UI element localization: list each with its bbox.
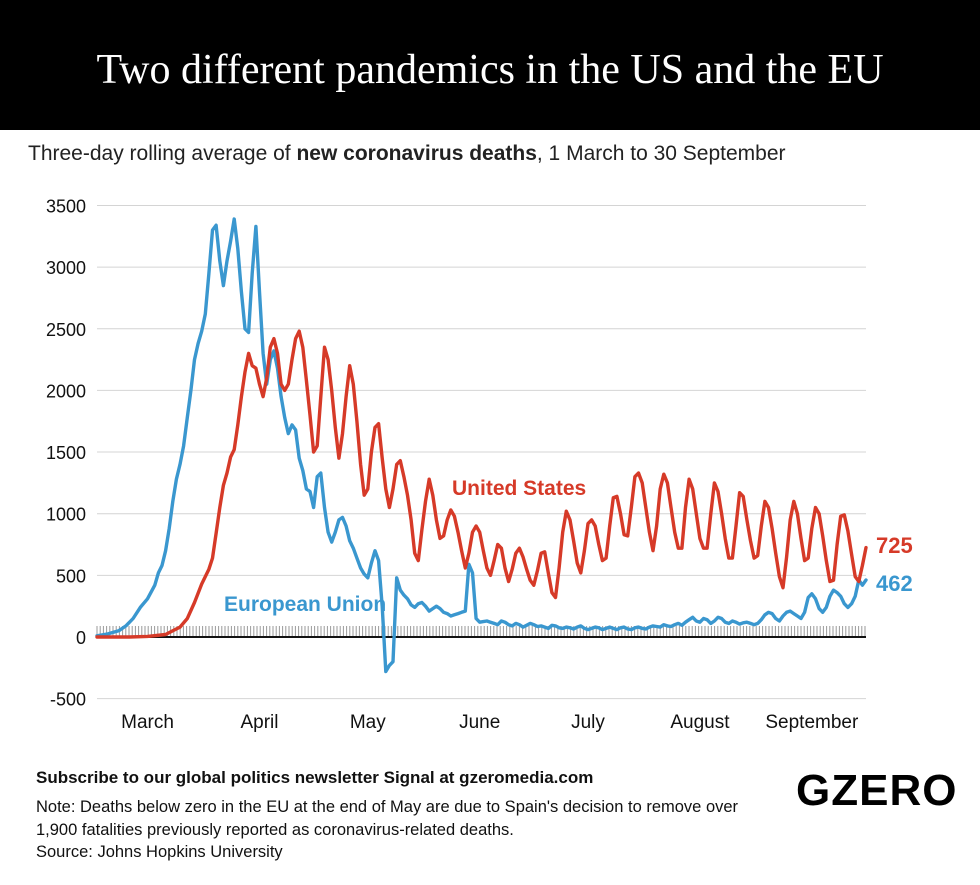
x-tick-label: September bbox=[765, 712, 859, 733]
y-tick-label: 3500 bbox=[46, 196, 86, 216]
header-bar: Two different pandemics in the US and th… bbox=[0, 0, 980, 130]
x-tick-label: July bbox=[571, 712, 605, 733]
y-tick-label: -500 bbox=[50, 690, 86, 710]
zero-line-layer bbox=[96, 626, 866, 638]
series-line-european-union bbox=[95, 217, 868, 674]
series-layer bbox=[95, 217, 868, 674]
source-text: Source: Johns Hopkins University bbox=[36, 843, 283, 861]
annotation-european-union: European Union bbox=[224, 593, 386, 616]
page-title: Two different pandemics in the US and th… bbox=[96, 47, 884, 93]
end-label-us: 725 bbox=[876, 533, 913, 558]
x-tick-label: June bbox=[459, 712, 500, 733]
x-tick-label: March bbox=[121, 712, 174, 733]
grid-layer bbox=[97, 204, 866, 700]
y-tick-label: 2500 bbox=[46, 320, 86, 340]
subtitle-bold: new coronavirus deaths bbox=[296, 142, 537, 165]
y-tick-label: 1500 bbox=[46, 443, 86, 463]
annotation-united-states: United States bbox=[452, 477, 586, 500]
gzero-logo: GZERO bbox=[796, 766, 958, 815]
y-tick-label: 0 bbox=[76, 628, 86, 648]
y-tick-label: 500 bbox=[56, 566, 86, 586]
y-tick-label: 3000 bbox=[46, 258, 86, 278]
x-tick-labels: March April May June July August September bbox=[121, 712, 859, 733]
subtitle-suffix: , 1 March to 30 September bbox=[536, 142, 786, 165]
newsletter-signal-text: Subscribe to our global politics newslet… bbox=[36, 768, 594, 787]
x-tick-label: April bbox=[240, 712, 278, 733]
x-tick-label: May bbox=[350, 712, 386, 733]
series-line-united-states bbox=[95, 329, 868, 639]
x-tick-label: August bbox=[670, 712, 730, 733]
y-tick-label: 1000 bbox=[46, 505, 86, 525]
subtitle-prefix: Three-day rolling average of bbox=[28, 142, 297, 165]
y-tick-label: 2000 bbox=[46, 381, 86, 401]
footnote: Note: Deaths below zero in the EU at the… bbox=[36, 798, 739, 839]
y-tick-labels: 3500 3000 2500 2000 1500 1000 500 0 -500 bbox=[46, 196, 86, 709]
chart-subtitle: Three-day rolling average of new coronav… bbox=[28, 142, 786, 166]
series-labels: United States European Union 725 462 bbox=[224, 477, 913, 616]
end-label-eu: 462 bbox=[876, 571, 913, 596]
